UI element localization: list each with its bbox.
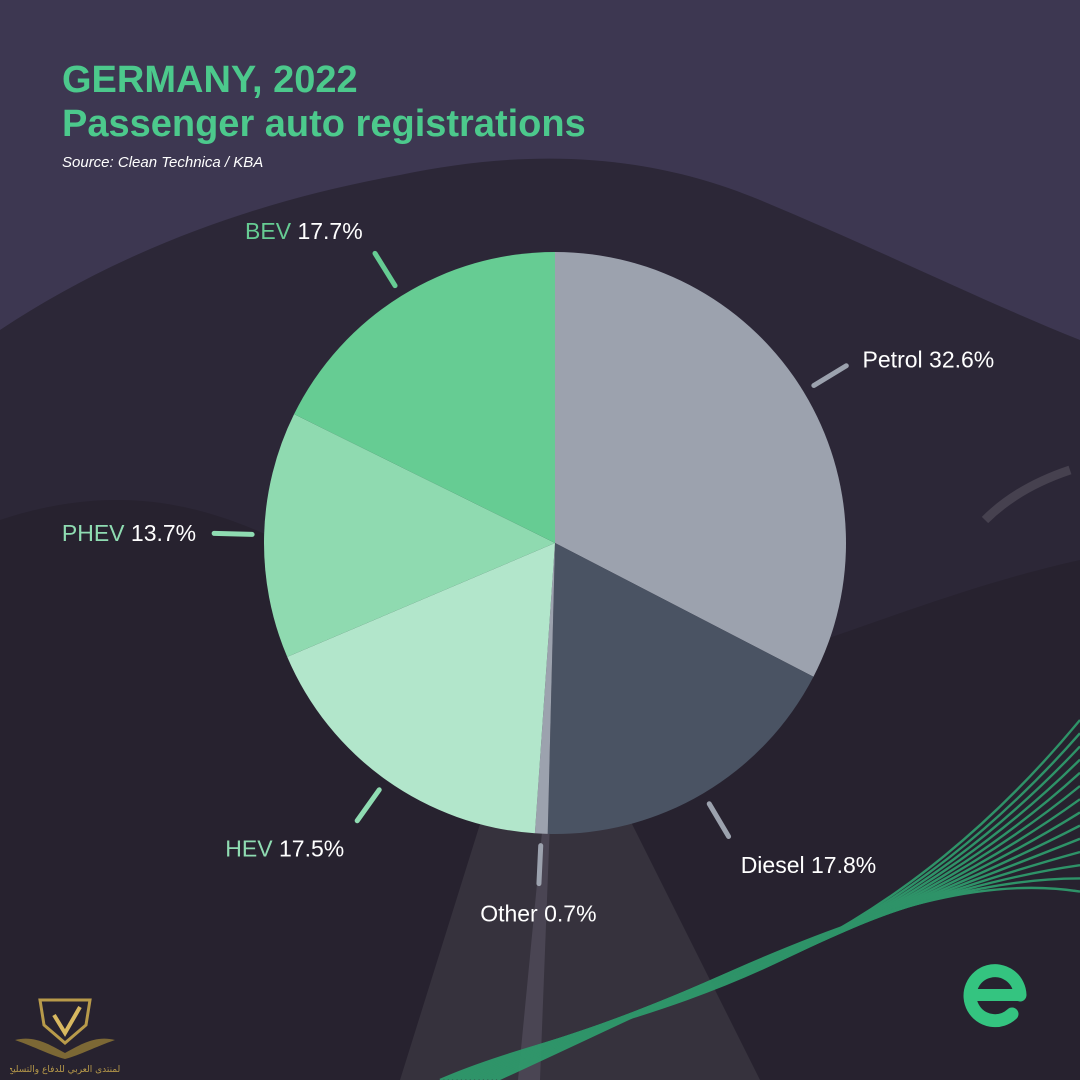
title-line-country-year: GERMANY, 2022 (62, 59, 358, 101)
pie-slices (263, 252, 846, 834)
wave-line (496, 886, 1080, 1080)
e-logo-icon (963, 964, 1027, 1028)
leader-line-bev (372, 250, 398, 289)
pie-slice-bev (294, 252, 555, 543)
leader-line-petrol (811, 363, 849, 388)
slice-label-diesel: Diesel 17.8% (741, 852, 877, 878)
leader-lines (211, 250, 849, 887)
slice-label-hev: HEV 17.5% (225, 836, 344, 862)
slice-label-name: Other (480, 901, 544, 927)
slice-label-value: 32.6% (929, 347, 994, 373)
slice-label-name: PHEV (62, 520, 131, 546)
slice-label-name: HEV (225, 836, 279, 862)
pie-slice-other (534, 543, 555, 834)
title-line-subject: Passenger auto registrations (62, 103, 586, 145)
slice-label-value: 0.7% (544, 901, 596, 927)
slice-label-other: Other 0.7% (480, 901, 596, 927)
chart-title: GERMANY, 2022 Passenger auto registratio… (62, 58, 586, 146)
leader-line-other (536, 843, 544, 887)
chart-source: Source: Clean Technica / KBA (62, 154, 264, 171)
slice-labels: Petrol 32.6% Diesel 17.8% Other 0.7% HEV 17… (62, 218, 994, 926)
leader-line-hev (354, 787, 382, 824)
slice-label-petrol: Petrol 32.6% (863, 347, 995, 373)
slice-label-value: 17.7% (297, 218, 362, 244)
pie-slice-diesel (547, 543, 814, 834)
wave-lines-decoration (439, 719, 1080, 1080)
slice-label-bev: BEV 17.7% (245, 218, 363, 244)
emblem-caption: المنتدى العربي للدفاع والتسليح (10, 1065, 120, 1075)
leader-line-phev (211, 530, 255, 537)
slice-label-phev: PHEV 13.7% (62, 520, 196, 546)
pie-slice-phev (263, 414, 555, 657)
slice-label-value: 17.8% (811, 852, 876, 878)
slice-label-name: BEV (245, 218, 297, 244)
pie-slice-hev (287, 543, 555, 834)
eagle-shield-emblem-icon: المنتدى العربي للدفاع والتسليح (10, 998, 120, 1075)
slice-label-value: 13.7% (131, 520, 196, 546)
pie-slice-petrol (555, 252, 846, 677)
slice-label-value: 17.5% (279, 836, 344, 862)
slice-label-name: Petrol (863, 347, 929, 373)
leader-line-diesel (706, 801, 732, 840)
slice-label-name: Diesel (741, 852, 811, 878)
